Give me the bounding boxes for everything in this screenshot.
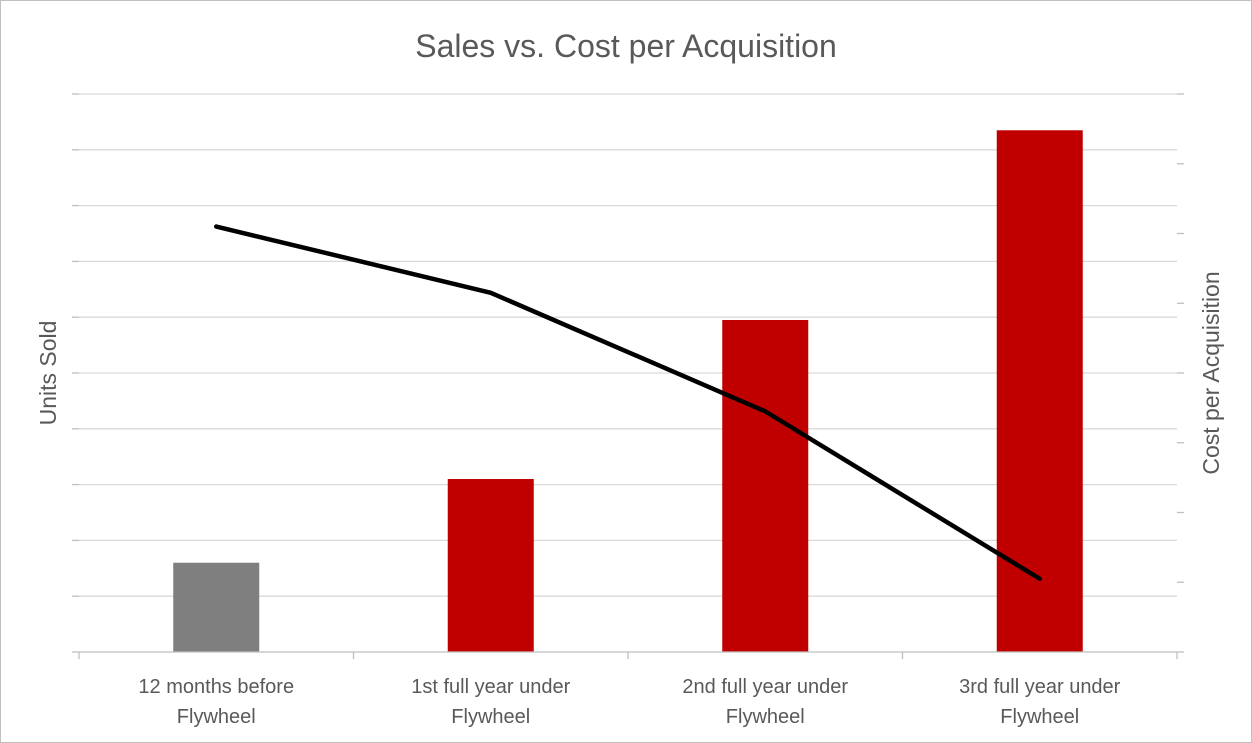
y-axis-title: Units Sold [35,321,61,426]
category-label: 12 months before Flywheel [138,676,294,728]
line-series [214,224,1042,582]
chart-title: Sales vs. Cost per Acquisition [415,28,837,64]
y2-axis-title: Cost per Acquisition [1198,271,1224,474]
category-labels: 12 months before Flywheel 1st full year un… [138,676,1120,728]
bar [173,562,260,652]
gridlines [79,93,1177,597]
bar [996,130,1083,652]
line-series-path [214,224,1042,582]
bar [722,319,809,652]
axes [72,93,1184,659]
category-label: 2nd full year under Flywheel [682,676,848,728]
bar-series [173,130,1083,652]
category-label: 1st full year under Flywheel [411,676,570,728]
category-label: 3rd full year under Flywheel [959,676,1121,728]
bar [447,479,534,652]
